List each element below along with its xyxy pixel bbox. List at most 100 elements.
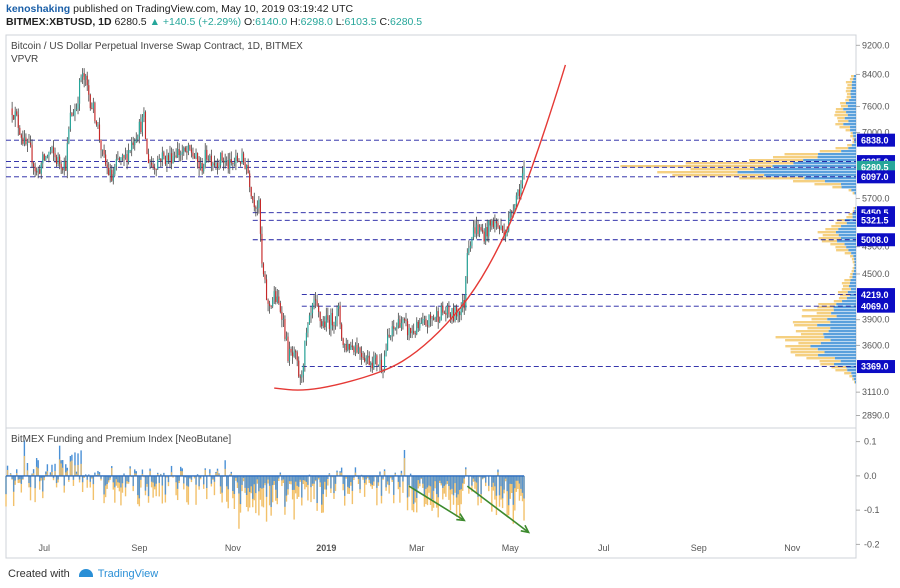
footer: Created with TradingView xyxy=(8,568,158,580)
candle-body xyxy=(370,362,372,366)
price-pane-frame xyxy=(5,34,857,429)
candle-body xyxy=(275,291,277,302)
premium-bar xyxy=(20,475,23,484)
candle-body xyxy=(247,165,249,174)
candle-body xyxy=(85,75,87,80)
vpvr-sell-bar xyxy=(849,276,853,279)
author-name[interactable]: kenoshaking xyxy=(6,3,71,15)
vpvr-sell-bar xyxy=(844,372,852,375)
candle-body xyxy=(13,114,15,120)
funding-bar xyxy=(475,475,478,494)
vpvr-buy-bar xyxy=(836,303,856,306)
candle-body xyxy=(227,160,229,169)
candle-body xyxy=(178,149,180,156)
divergence-arrow-line xyxy=(408,485,465,522)
premium-bar xyxy=(238,475,240,494)
premium-bar xyxy=(219,475,222,487)
candle-body xyxy=(350,345,352,350)
price-level-tag-text: 4219.0 xyxy=(861,290,889,300)
vpvr-sell-bar xyxy=(822,234,839,237)
candle-body xyxy=(359,347,361,354)
premium-bar xyxy=(451,475,453,489)
premium-bar xyxy=(376,475,378,488)
price-level-tag xyxy=(857,299,895,313)
vpvr-buy-bar xyxy=(852,276,856,279)
vpvr-buy-bar xyxy=(849,99,856,102)
vpvr-sell-bar xyxy=(818,303,837,306)
vpvr-buy-bar xyxy=(851,87,856,90)
premium-bar xyxy=(155,475,157,484)
premium-bar xyxy=(391,475,393,480)
candle-body xyxy=(494,221,496,228)
vpvr-sell-bar xyxy=(850,135,854,138)
candles-layer xyxy=(11,68,525,385)
funding-bar xyxy=(261,475,263,507)
candle-body xyxy=(250,187,252,197)
candle-body xyxy=(112,174,114,181)
vpvr-buy-bar xyxy=(854,192,856,195)
premium-bar xyxy=(362,475,364,478)
vpvr-sell-bar xyxy=(794,324,818,327)
candle-body xyxy=(501,225,504,232)
funding-bar xyxy=(45,471,47,476)
funding-bar xyxy=(118,475,121,492)
candle-body xyxy=(75,108,78,110)
funding-bar xyxy=(112,475,114,490)
funding-bar xyxy=(54,463,56,476)
funding-bar xyxy=(20,475,23,493)
funding-bar xyxy=(193,475,196,479)
funding-bar xyxy=(155,475,157,497)
candle-body xyxy=(103,149,105,155)
candle-body xyxy=(118,158,120,161)
premium-bar xyxy=(465,469,467,476)
premium-bar xyxy=(63,475,65,486)
funding-bar xyxy=(365,475,367,485)
candle-body xyxy=(278,296,280,303)
tradingview-brand[interactable]: TradingView xyxy=(97,568,159,580)
funding-bar xyxy=(304,475,306,490)
premium-bar xyxy=(158,475,160,483)
candle-body xyxy=(315,299,317,301)
funding-bar xyxy=(296,475,298,499)
premium-bar xyxy=(69,461,72,476)
premium-bar xyxy=(511,475,513,485)
candle-body xyxy=(457,311,459,317)
time-axis-label: Nov xyxy=(225,543,242,553)
vpvr-sell-bar xyxy=(841,288,851,291)
funding-bar xyxy=(454,475,456,493)
candle-body xyxy=(307,324,309,333)
premium-bar xyxy=(114,475,116,488)
candle-body xyxy=(273,291,275,300)
premium-bar xyxy=(233,475,236,495)
candle-body xyxy=(180,154,182,156)
price-level-labels: 6838.06395.06280.56097.05450.55321.55008… xyxy=(857,133,895,374)
funding-bar xyxy=(434,475,436,489)
funding-indicator-title[interactable]: BitMEX Funding and Premium Index [NeoBut… xyxy=(11,434,231,445)
premium-bar xyxy=(425,475,427,489)
price-axis-label: 5700.0 xyxy=(862,193,890,203)
vpvr-sell-bar xyxy=(620,165,773,168)
vpvr-buy-bar xyxy=(854,381,856,384)
funding-bar xyxy=(366,475,369,479)
vpvr-sell-bar xyxy=(772,156,818,159)
premium-bar xyxy=(218,474,220,476)
funding-bar xyxy=(92,475,95,501)
vpvr-sell-bar xyxy=(801,315,837,318)
candle-body xyxy=(158,158,160,161)
candle-body xyxy=(465,276,467,309)
funding-bar xyxy=(74,452,76,476)
candle-body xyxy=(189,145,191,150)
vpvr-buy-bar xyxy=(842,300,856,303)
candle-body xyxy=(420,323,422,325)
premium-bar xyxy=(204,469,206,476)
candle-body xyxy=(242,153,245,163)
vpvr-indicator-label[interactable]: VPVR xyxy=(11,54,38,65)
candle-body xyxy=(192,152,194,157)
funding-bar xyxy=(227,475,229,509)
premium-bar xyxy=(135,473,137,476)
premium-bar xyxy=(317,475,320,478)
candle-body xyxy=(235,155,237,164)
candle-body xyxy=(521,173,524,185)
time-axis-label: Mar xyxy=(409,543,425,553)
